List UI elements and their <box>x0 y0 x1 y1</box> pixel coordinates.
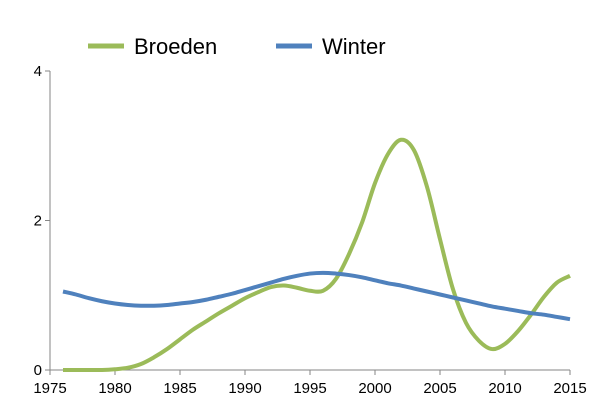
legend-item-broeden: Broeden <box>88 34 217 59</box>
legend-label: Winter <box>322 34 386 59</box>
series-line-winter <box>62 270 571 322</box>
x-tick-label: 1990 <box>228 380 261 397</box>
y-axis-ticks: 0 2 4 <box>34 63 50 379</box>
y-tick-label: 4 <box>34 63 42 80</box>
x-tick-label: 1995 <box>293 380 326 397</box>
x-tick-label: 1980 <box>98 380 131 397</box>
y-tick-label: 2 <box>34 213 42 230</box>
x-tick-label: 2005 <box>423 380 456 397</box>
x-tick-label: 2015 <box>553 380 586 397</box>
axes <box>49 71 570 371</box>
legend-item-winter: Winter <box>276 34 386 59</box>
y-tick-label: 0 <box>34 362 42 379</box>
legend-label: Broeden <box>134 34 217 59</box>
x-tick-label: 1985 <box>163 380 196 397</box>
x-tick-label: 1975 <box>33 380 66 397</box>
series-group <box>62 137 571 373</box>
legend: Broeden Winter <box>88 34 386 59</box>
x-tick-label: 2000 <box>358 380 391 397</box>
series-line-broeden <box>62 137 571 373</box>
x-axis-ticks: 1975 1980 1985 1990 1995 2000 2005 2010 2015 <box>33 370 587 397</box>
x-tick-label: 2010 <box>488 380 521 397</box>
